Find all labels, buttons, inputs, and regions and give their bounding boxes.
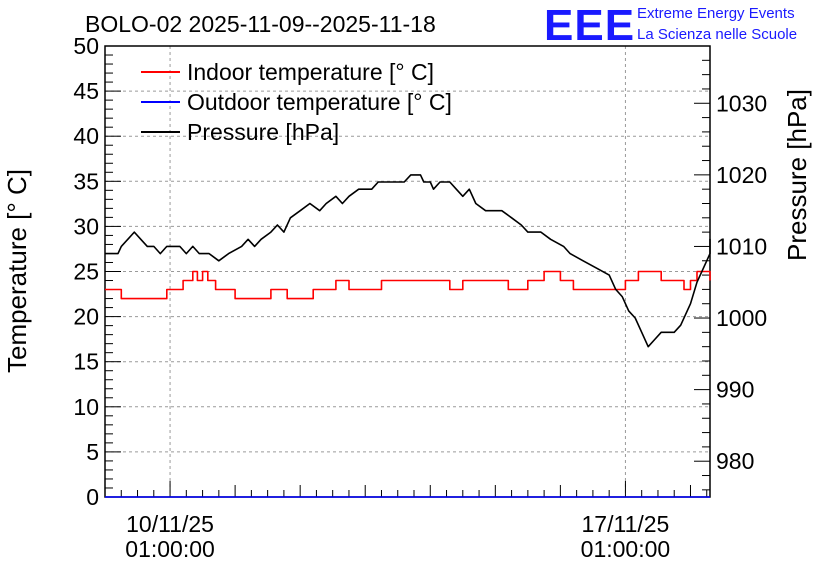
left-axis-tick-labels: 0 5 10 15 20 25 30 35 40 45 50: [73, 33, 99, 510]
left-tick-label: 40: [73, 123, 99, 149]
left-tick-label: 15: [73, 349, 99, 375]
left-axis-title: Temperature [° C]: [2, 169, 32, 373]
left-tick-label: 30: [73, 213, 99, 239]
left-tick-label: 25: [73, 259, 99, 285]
x-tick-date-label: 17/11/25: [582, 511, 670, 537]
right-tick-label: 1030: [716, 90, 767, 116]
left-tick-label: 45: [73, 78, 99, 104]
x-tick-date-label: 10/11/25: [126, 511, 214, 537]
grid: [105, 46, 710, 497]
left-tick-label: 10: [73, 394, 99, 420]
left-tick-label: 0: [86, 484, 99, 510]
left-tick-label: 5: [86, 439, 99, 465]
eee-logo-mark: EEE: [544, 1, 635, 50]
right-axis-title: Pressure [hPa]: [782, 89, 812, 261]
left-tick-label: 35: [73, 168, 99, 194]
logo-line-1: Extreme Energy Events: [637, 5, 795, 22]
right-tick-label: 990: [716, 377, 754, 403]
legend-label-pressure: Pressure [hPa]: [187, 119, 339, 145]
right-tick-label: 1000: [716, 305, 767, 331]
right-tick-label: 980: [716, 448, 754, 474]
series-line-indoor-temperature: [105, 270, 711, 300]
left-tick-label: 50: [73, 33, 99, 59]
series-lines: [105, 174, 711, 498]
chart-title: BOLO-02 2025-11-09--2025-11-18: [85, 11, 436, 37]
x-tick-time-label: 01:00:00: [581, 536, 671, 562]
series-line-pressure: [105, 174, 711, 348]
x-tick-time-label: 01:00:00: [125, 536, 215, 562]
right-tick-label: 1020: [716, 162, 767, 188]
right-tick-label: 1010: [716, 233, 767, 259]
logo-line-2: La Scienza nelle Scuole: [637, 26, 797, 43]
legend-label-outdoor: Outdoor temperature [° C]: [187, 89, 452, 115]
legend-label-indoor: Indoor temperature [° C]: [187, 59, 434, 85]
right-axis-tick-labels: 980 990 1000 1010 1020 1030: [716, 90, 767, 474]
eee-logo: EEE Extreme Energy Events La Scienza nel…: [544, 1, 797, 50]
left-tick-label: 20: [73, 304, 99, 330]
legend: Indoor temperature [° C] Outdoor tempera…: [141, 59, 452, 145]
